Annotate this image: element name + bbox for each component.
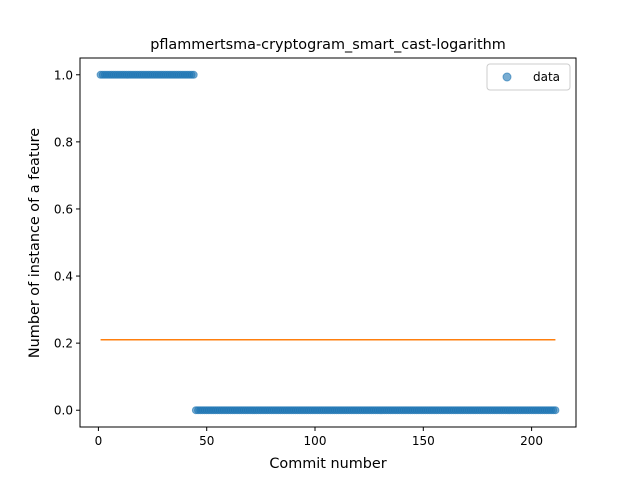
- y-tick-label: 1.0: [54, 68, 73, 82]
- x-tick-label: 0: [95, 434, 103, 448]
- y-tick-label: 0.4: [54, 270, 73, 284]
- y-tick-label: 0.0: [54, 404, 73, 418]
- data-point: [189, 70, 198, 79]
- legend: data: [486, 63, 571, 91]
- plot-area: [79, 57, 577, 428]
- x-tick-label: 100: [304, 434, 327, 448]
- x-axis-label: Commit number: [269, 456, 386, 472]
- data-point: [551, 406, 560, 415]
- legend-marker: [502, 72, 512, 82]
- x-tick-label: 200: [520, 434, 543, 448]
- y-axis-ticks: 0.0 0.2 0.4 0.6 0.8 1.0: [54, 68, 80, 418]
- x-axis-ticks: 0 50 100 150 200: [95, 427, 543, 448]
- legend-label: data: [533, 70, 560, 84]
- y-axis-label: Number of instance of a feature: [27, 128, 43, 358]
- y-tick-label: 0.6: [54, 202, 73, 216]
- chart-title: pflammertsma-cryptogram_smart_cast-logar…: [150, 37, 506, 53]
- y-tick-label: 0.2: [54, 337, 73, 351]
- x-tick-label: 150: [412, 434, 435, 448]
- x-tick-label: 50: [199, 434, 214, 448]
- legend-box: [486, 63, 571, 91]
- y-tick-label: 0.8: [54, 135, 73, 149]
- axes-frame: [79, 57, 577, 428]
